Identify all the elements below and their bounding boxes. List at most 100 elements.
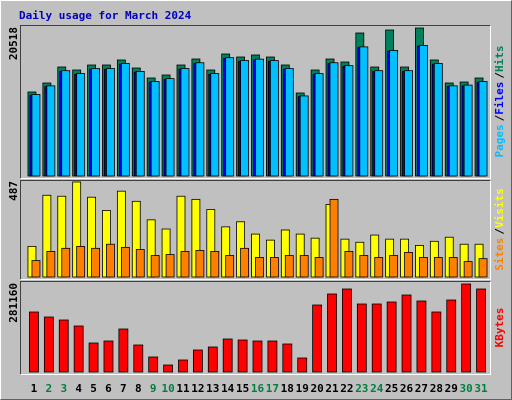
bar	[207, 346, 218, 373]
bar	[404, 70, 413, 177]
bar	[103, 340, 114, 373]
bar	[255, 58, 264, 177]
x-tick-label: 27	[415, 382, 428, 395]
x-tick-label: 7	[120, 382, 127, 395]
bar	[356, 303, 367, 373]
x-tick-label: 9	[150, 382, 157, 395]
x-tick-label: 13	[206, 382, 219, 395]
bar	[135, 71, 145, 177]
x-tick-label: 23	[355, 382, 368, 395]
legend: Pages/Files/Hits	[493, 46, 506, 158]
bar	[255, 257, 264, 278]
bar	[163, 364, 173, 373]
bar	[240, 60, 249, 177]
x-tick-label: 22	[340, 382, 353, 395]
bar	[478, 81, 488, 177]
bar	[463, 261, 473, 278]
bar	[419, 45, 428, 177]
bar	[118, 328, 129, 373]
x-tick-label: 25	[385, 382, 398, 395]
bar	[150, 255, 160, 278]
bar	[342, 288, 352, 373]
bar	[448, 257, 458, 278]
legend-separator: /	[493, 228, 506, 235]
bar	[120, 63, 130, 177]
bar	[270, 60, 279, 177]
bar	[431, 311, 442, 373]
x-tick-label: 1	[31, 382, 38, 395]
bar	[46, 251, 56, 278]
bar	[374, 257, 384, 278]
x-tick-label: 28	[430, 382, 443, 395]
bar	[270, 257, 279, 278]
bar	[476, 288, 486, 373]
legend-entry: Sites	[493, 238, 506, 271]
bar	[344, 251, 354, 278]
bar	[133, 344, 144, 373]
x-tick-label: 20	[310, 382, 323, 395]
bar	[478, 258, 488, 278]
legend: Sites /Visits	[493, 188, 506, 271]
bar	[401, 294, 412, 373]
bar	[419, 257, 428, 278]
plot-border-light	[20, 281, 491, 375]
bar	[329, 198, 339, 278]
x-tick-label: 24	[370, 382, 384, 395]
plot-border-dark	[20, 281, 491, 375]
bar	[463, 84, 473, 177]
bar	[327, 293, 337, 373]
chart-title: Daily usage for March 2024	[19, 9, 192, 22]
plot-border-light	[20, 180, 491, 280]
bar	[284, 68, 294, 177]
bar	[91, 68, 100, 177]
bar	[225, 57, 235, 177]
x-tick-label: 18	[281, 382, 294, 395]
bar	[386, 301, 397, 373]
x-tick-label: 15	[236, 382, 249, 395]
bar	[461, 283, 472, 373]
legend-separator: /	[493, 72, 506, 79]
bar	[299, 255, 309, 278]
x-tick-label: 10	[161, 382, 174, 395]
x-tick-label: 3	[60, 382, 67, 395]
bar	[299, 95, 309, 177]
x-tick-label: 8	[135, 382, 142, 395]
bar	[61, 247, 71, 278]
bar	[180, 68, 190, 177]
bar	[267, 340, 278, 373]
bar	[312, 304, 323, 373]
bar	[58, 319, 69, 373]
bar	[297, 357, 308, 373]
x-tick-label: 5	[90, 382, 97, 395]
bar	[120, 246, 130, 278]
bar	[195, 250, 205, 278]
x-tick-label: 29	[445, 382, 458, 395]
bar	[135, 249, 145, 278]
bar	[165, 78, 175, 177]
bar	[240, 247, 249, 278]
x-tick-label: 17	[266, 382, 279, 395]
bar	[359, 46, 369, 177]
bar	[88, 342, 99, 373]
x-tick-label: 21	[325, 382, 339, 395]
bar	[446, 299, 457, 373]
bar	[252, 340, 263, 373]
x-tick-label: 31	[474, 382, 488, 395]
bar	[222, 338, 233, 373]
bar	[282, 343, 293, 373]
bar	[433, 63, 443, 177]
bar	[29, 311, 39, 373]
bar	[192, 349, 203, 373]
bar	[329, 62, 339, 177]
legend-entry: KBytes	[493, 308, 506, 348]
legend-entry: Hits	[493, 46, 506, 73]
bar	[76, 73, 86, 177]
bar	[210, 251, 220, 278]
bar	[359, 255, 369, 278]
x-tick-label: 19	[296, 382, 309, 395]
legend-entry: Visits	[493, 188, 506, 228]
y-tick-label: 281160	[7, 283, 20, 323]
bar	[314, 73, 324, 177]
x-tick-label: 6	[105, 382, 112, 395]
